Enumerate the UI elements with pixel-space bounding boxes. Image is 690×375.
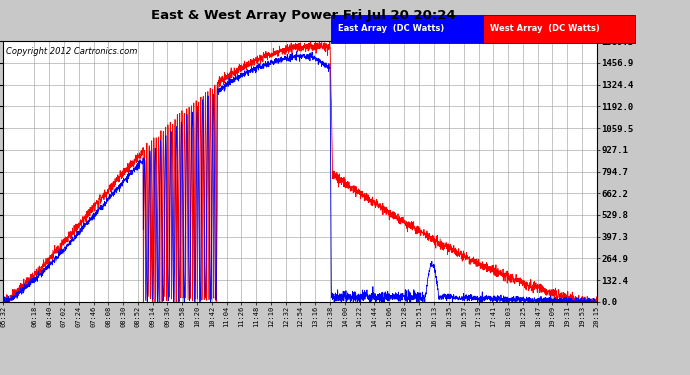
- Text: East & West Array Power Fri Jul 20 20:24: East & West Array Power Fri Jul 20 20:24: [151, 9, 456, 22]
- Text: Copyright 2012 Cartronics.com: Copyright 2012 Cartronics.com: [6, 47, 137, 56]
- Text: East Array  (DC Watts): East Array (DC Watts): [338, 24, 444, 33]
- Text: West Array  (DC Watts): West Array (DC Watts): [490, 24, 600, 33]
